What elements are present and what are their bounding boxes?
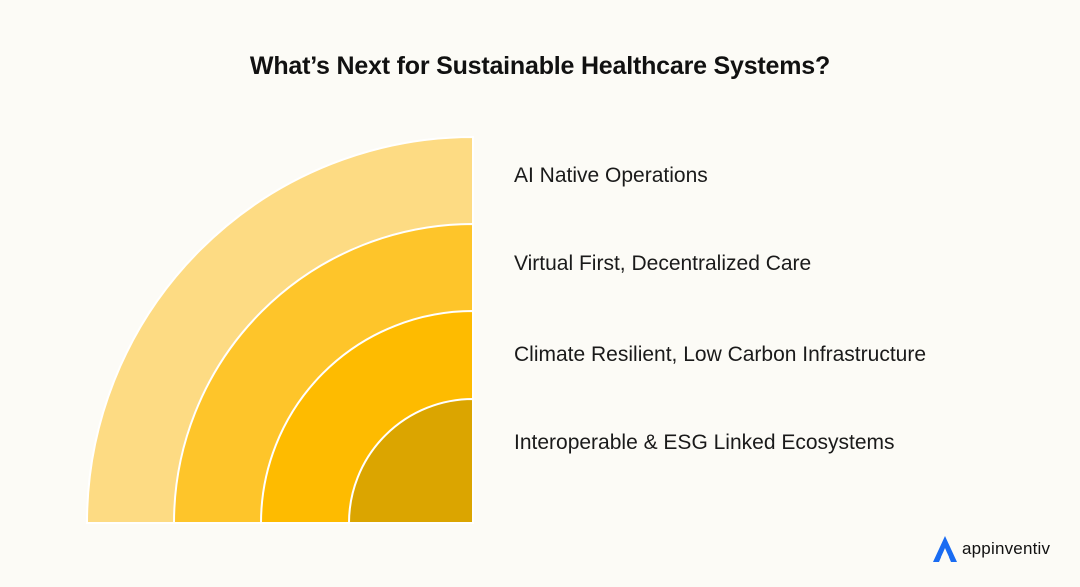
- layer-label-3: Climate Resilient, Low Carbon Infrastruc…: [514, 343, 927, 366]
- logo-text: appinventiv: [962, 539, 1051, 558]
- layer-label-2: Virtual First, Decentralized Care: [514, 252, 812, 275]
- layer-label-4: Interoperable & ESG Linked Ecosystems: [514, 431, 895, 454]
- arc-layer-4: [347, 397, 474, 524]
- brand-logo: appinventiv: [932, 535, 1050, 563]
- appinventiv-logo-icon: [933, 536, 957, 562]
- page-title: What’s Next for Sustainable Healthcare S…: [249, 52, 831, 80]
- layer-label-1: AI Native Operations: [514, 164, 708, 187]
